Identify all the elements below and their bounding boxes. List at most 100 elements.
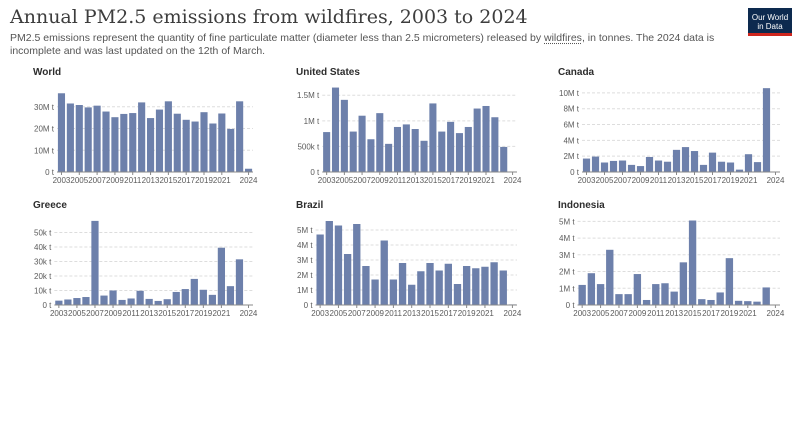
y-tick-label: 10M t [559, 89, 580, 98]
x-tick-label: 2013 [403, 309, 421, 318]
bar-2014 [154, 300, 162, 305]
panel-title-4: Brazil [296, 200, 323, 211]
bar-2014 [155, 109, 164, 172]
bar-2012 [661, 283, 669, 305]
y-tick-label: 4M t [563, 136, 579, 145]
y-tick-label: 0 t [570, 168, 580, 177]
bar-2017 [181, 289, 189, 305]
bar-2022 [753, 162, 762, 172]
bar-2022 [226, 286, 235, 305]
bar-2021 [744, 301, 752, 305]
bar-2006 [343, 254, 352, 305]
x-tick-label: 2017 [704, 176, 722, 185]
bar-2005 [73, 298, 81, 305]
bar-2008 [362, 266, 370, 305]
y-tick-label: 1M t [304, 117, 320, 126]
x-tick-label: 2017 [177, 176, 195, 185]
bar-2021 [218, 113, 226, 172]
bar-2022 [227, 128, 235, 172]
x-tick-label: 2021 [739, 309, 757, 318]
bar-2011 [389, 279, 398, 305]
bar-2005 [75, 105, 83, 172]
x-tick-label: 2009 [628, 309, 646, 318]
y-tick-label: 20M t [34, 125, 55, 134]
y-tick-label: 10k t [34, 287, 52, 296]
bar-2023 [236, 101, 244, 172]
bar-2010 [118, 299, 126, 305]
bar-2014 [681, 147, 690, 172]
bar-2020 [208, 294, 216, 305]
bar-2006 [606, 249, 614, 305]
y-tick-label: 0 t [310, 168, 320, 177]
x-tick-label: 2013 [140, 309, 158, 318]
bar-2007 [93, 105, 101, 172]
logo-line-1: Our World [751, 13, 789, 22]
bar-2004 [331, 87, 340, 172]
bar-2020 [734, 300, 743, 305]
x-tick-label: 2007 [88, 176, 106, 185]
x-tick-label: 2003 [53, 176, 71, 185]
y-tick-label: 1M t [559, 284, 575, 293]
x-tick-label: 2011 [389, 176, 407, 185]
bar-2018 [716, 292, 724, 305]
page-title: Annual PM2.5 emissions from wildfires, 2… [10, 6, 528, 28]
bar-2014 [417, 271, 425, 305]
bar-2008 [102, 111, 110, 172]
bar-2019 [726, 162, 735, 172]
bar-2003 [578, 284, 586, 305]
x-tick-label: 2024 [240, 309, 258, 318]
x-tick-label: 2005 [330, 309, 348, 318]
bar-2020 [209, 123, 217, 172]
x-tick-label: 2015 [421, 309, 439, 318]
x-tick-label: 2013 [406, 176, 424, 185]
bar-2015 [429, 103, 437, 172]
x-tick-label: 2015 [686, 176, 704, 185]
bar-2018 [453, 284, 462, 305]
y-tick-label: 2M t [297, 271, 313, 280]
bar-2017 [707, 299, 715, 305]
bar-2023 [499, 270, 507, 305]
bar-2004 [591, 156, 600, 172]
bar-2023 [500, 146, 508, 172]
x-tick-label: 2015 [159, 176, 177, 185]
y-tick-label: 4M t [559, 234, 575, 243]
bar-2023 [762, 88, 771, 172]
wildfires-link[interactable]: wildfires [544, 32, 582, 44]
x-tick-label: 2003 [573, 309, 591, 318]
bar-2013 [670, 291, 678, 305]
bar-2019 [200, 112, 208, 172]
bar-2015 [163, 299, 171, 305]
bar-2003 [57, 93, 66, 172]
owid-logo[interactable]: Our World in Data [748, 8, 792, 36]
subtitle-text-before: PM2.5 emissions represent the quantity o… [10, 32, 544, 44]
bar-2005 [340, 99, 348, 172]
y-tick-label: 0 t [304, 301, 314, 310]
x-tick-label: 2011 [650, 176, 668, 185]
bar-2006 [349, 131, 357, 172]
bar-2017 [182, 119, 190, 172]
x-tick-label: 2003 [318, 176, 336, 185]
y-tick-label: 50k t [34, 229, 52, 238]
y-tick-label: 4M t [297, 241, 313, 250]
bar-2003 [582, 158, 591, 172]
bar-2005 [334, 225, 343, 305]
bar-2021 [217, 247, 226, 305]
bar-2008 [627, 164, 636, 172]
x-tick-label: 2017 [176, 309, 194, 318]
bar-2020 [472, 268, 480, 305]
bar-2013 [145, 298, 153, 305]
y-tick-label: 3M t [559, 251, 575, 260]
x-tick-label: 2019 [194, 309, 212, 318]
bar-2013 [672, 149, 681, 172]
bar-2020 [473, 108, 481, 172]
bar-2015 [164, 101, 172, 172]
panel-title-1: United States [296, 67, 360, 78]
y-tick-label: 1.5M t [297, 91, 320, 100]
bar-2003 [55, 300, 63, 305]
x-tick-label: 2017 [702, 309, 720, 318]
x-tick-label: 2013 [668, 176, 686, 185]
x-tick-label: 2007 [353, 176, 371, 185]
y-tick-label: 6M t [563, 121, 579, 130]
bar-2004 [587, 273, 596, 305]
